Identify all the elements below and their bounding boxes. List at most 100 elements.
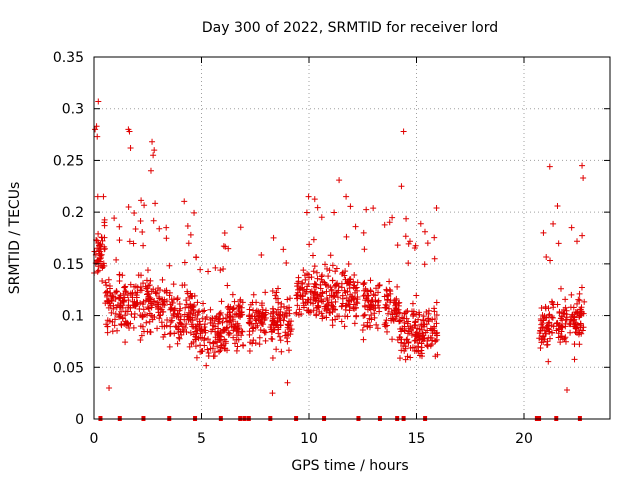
data-point: [143, 319, 150, 326]
data-point: [164, 316, 171, 323]
data-point: [296, 306, 303, 313]
data-point: [401, 310, 408, 317]
data-point: [183, 320, 190, 327]
x-axis-ticks: 0 5 10 15 20: [90, 57, 533, 447]
data-point: [229, 316, 236, 323]
data-point: [94, 237, 101, 244]
data-point: [138, 272, 145, 279]
data-point: [166, 330, 173, 337]
data-point: [394, 283, 401, 290]
data-point: [269, 305, 276, 312]
data-point: [429, 326, 436, 333]
data-point: [181, 311, 188, 318]
data-point: [116, 294, 123, 301]
data-point: [216, 348, 223, 355]
data-point: [125, 204, 132, 211]
data-point: [409, 344, 416, 351]
data-point: [203, 362, 210, 369]
data-point: [386, 278, 393, 285]
data-point: [100, 193, 107, 200]
data-point: [214, 339, 221, 346]
data-point: [238, 311, 245, 318]
data-point: [375, 298, 382, 305]
data-point: [301, 272, 308, 279]
data-point: [398, 328, 405, 335]
data-point: [212, 314, 219, 321]
data-point: [427, 325, 434, 332]
data-point: [140, 242, 147, 249]
data-point: [209, 345, 216, 352]
data-point: [350, 278, 357, 285]
data-point: [176, 319, 183, 326]
data-point: [416, 352, 423, 359]
data-point: [414, 334, 421, 341]
y-tick-label: 0.35: [53, 50, 84, 66]
data-point: [277, 337, 284, 344]
data-point: [269, 354, 276, 361]
data-point: [364, 288, 371, 295]
data-point: [167, 306, 174, 313]
data-point: [283, 310, 290, 317]
data-point: [562, 304, 569, 311]
data-point: [562, 338, 569, 345]
data-point: [360, 229, 367, 236]
data-point: [197, 266, 204, 273]
data-point: [141, 202, 148, 209]
data-point: [252, 309, 259, 316]
data-point: [309, 252, 316, 259]
data-point: [287, 295, 294, 302]
data-point: [151, 147, 158, 154]
data-point: [568, 224, 575, 231]
data-point: [578, 284, 585, 291]
data-point: [250, 291, 257, 298]
data-point: [138, 197, 145, 204]
data-point: [202, 327, 209, 334]
data-point: [425, 310, 432, 317]
data-point: [280, 246, 287, 253]
data-point: [144, 312, 150, 319]
data-point: [215, 325, 222, 332]
data-point: [559, 324, 566, 331]
data-point: [576, 312, 583, 319]
data-point: [578, 308, 585, 315]
data-point: [576, 297, 583, 304]
data-point: [432, 338, 439, 345]
data-point: [335, 294, 342, 301]
data-point: [191, 209, 198, 216]
data-point: [190, 304, 197, 311]
data-point: [146, 318, 153, 325]
data-point: [283, 260, 290, 267]
data-point: [537, 344, 544, 351]
data-point: [279, 311, 286, 318]
data-point: [184, 222, 191, 229]
data-point: [156, 287, 163, 294]
data-point: [235, 303, 242, 310]
y-tick-label: 0.1: [62, 309, 84, 325]
data-point: [220, 266, 227, 273]
data-point: [116, 304, 123, 311]
data-point: [408, 331, 415, 338]
data-point: [284, 321, 291, 328]
data-point: [432, 353, 439, 360]
data-point: [577, 312, 584, 319]
data-point: [239, 328, 246, 335]
data-point: [137, 287, 144, 294]
data-point: [287, 331, 294, 338]
data-point: [569, 317, 576, 324]
data-point: [205, 268, 212, 275]
data-point: [229, 291, 236, 298]
data-point: [146, 282, 153, 289]
data-point: [152, 290, 159, 297]
data-point: [125, 302, 132, 309]
data-point: [352, 304, 359, 311]
data-point: [316, 292, 323, 299]
y-tick-label: 0.15: [53, 257, 84, 273]
data-point: [329, 316, 336, 323]
data-point: [342, 276, 349, 283]
data-point: [390, 316, 397, 323]
data-point: [328, 299, 335, 306]
data-point: [141, 328, 148, 335]
data-point: [100, 260, 107, 267]
data-point: [145, 282, 152, 289]
data-point: [308, 274, 315, 281]
